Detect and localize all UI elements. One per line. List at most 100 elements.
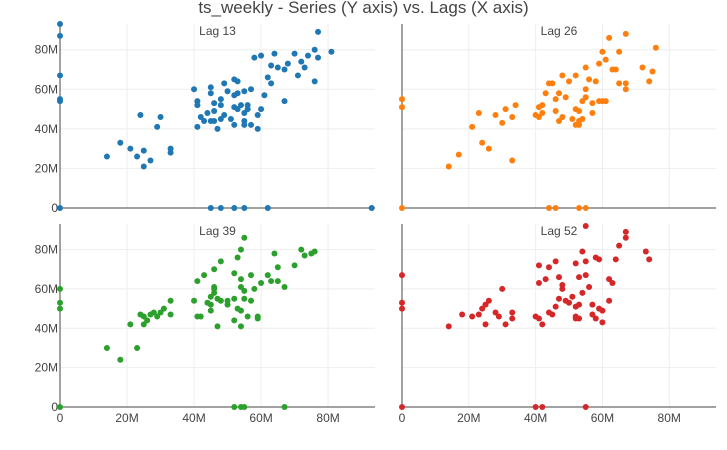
data-point xyxy=(244,106,251,113)
panel-label: Lag 26 xyxy=(541,24,578,38)
data-point xyxy=(315,28,322,35)
data-point xyxy=(539,102,546,109)
data-point xyxy=(616,80,623,87)
data-point xyxy=(639,64,646,71)
x-tick-label: 80M xyxy=(658,411,681,425)
data-point xyxy=(140,163,147,170)
data-point xyxy=(475,311,482,318)
data-point xyxy=(211,100,218,107)
data-point xyxy=(117,356,124,363)
series-points xyxy=(399,30,659,211)
data-point xyxy=(304,52,311,59)
data-point xyxy=(258,52,265,59)
data-point xyxy=(207,307,214,314)
data-point xyxy=(612,66,619,73)
x-tick-label: 40M xyxy=(182,411,205,425)
data-point xyxy=(311,46,318,53)
data-point xyxy=(298,246,305,253)
data-point xyxy=(368,205,375,211)
data-point xyxy=(569,293,576,300)
data-point xyxy=(586,76,593,83)
data-point xyxy=(579,98,586,105)
data-point xyxy=(616,48,623,55)
data-point xyxy=(535,262,542,269)
data-point xyxy=(217,297,224,304)
data-point xyxy=(241,121,248,128)
data-point xyxy=(469,123,476,130)
data-point xyxy=(602,98,609,105)
data-point xyxy=(616,242,623,249)
data-point xyxy=(251,54,258,61)
data-point xyxy=(512,102,519,109)
data-point xyxy=(576,108,583,115)
data-point xyxy=(127,321,134,328)
data-point xyxy=(589,301,596,308)
data-point xyxy=(592,315,599,322)
data-point xyxy=(204,110,211,117)
data-point xyxy=(596,256,603,263)
data-point xyxy=(264,205,271,211)
data-point xyxy=(646,256,653,263)
data-point xyxy=(579,115,586,122)
data-point xyxy=(479,139,486,146)
data-point xyxy=(157,113,164,120)
data-point xyxy=(502,321,509,328)
panel-3: 0 20M 40M 60M 80M 0 20M 40M 60M 80M Lag 39 xyxy=(35,224,375,425)
data-point xyxy=(231,404,238,410)
data-point xyxy=(241,110,248,117)
data-point xyxy=(612,256,619,263)
data-point xyxy=(57,404,63,410)
data-point xyxy=(294,72,301,79)
chart-title: ts_weekly - Series (Y axis) vs. Lags (X … xyxy=(198,0,528,17)
data-point xyxy=(241,205,248,211)
data-point xyxy=(556,90,562,97)
data-point xyxy=(599,307,606,314)
data-point xyxy=(140,313,147,320)
data-point xyxy=(566,78,573,85)
data-point xyxy=(482,321,489,328)
data-point xyxy=(576,205,583,211)
data-point xyxy=(535,315,542,322)
data-point xyxy=(509,315,516,322)
data-point xyxy=(569,115,576,122)
data-point xyxy=(539,321,546,328)
data-point xyxy=(579,289,586,296)
data-point xyxy=(622,86,629,93)
data-point xyxy=(214,125,221,132)
data-point xyxy=(214,323,221,330)
data-point xyxy=(241,404,248,410)
panel-4: 0 20M 40M 60M 80M Lag 52 xyxy=(399,222,716,425)
data-point xyxy=(495,313,502,320)
data-point xyxy=(485,297,492,304)
data-point xyxy=(622,30,629,37)
data-point xyxy=(211,117,218,124)
data-point xyxy=(606,297,613,304)
data-point xyxy=(217,102,224,109)
data-point xyxy=(144,317,151,324)
data-point xyxy=(552,258,559,265)
y-tick-label: 20M xyxy=(35,161,58,175)
data-point xyxy=(301,64,308,71)
data-point xyxy=(217,96,224,103)
data-point xyxy=(281,66,288,73)
data-point xyxy=(241,287,248,294)
data-point xyxy=(281,283,288,290)
data-point xyxy=(57,72,63,79)
data-point xyxy=(154,313,161,320)
data-point xyxy=(542,276,549,283)
data-point xyxy=(254,313,261,320)
x-tick-label: 80M xyxy=(316,411,339,425)
data-point xyxy=(103,153,110,160)
data-point xyxy=(268,278,275,285)
data-point xyxy=(241,88,248,95)
data-point xyxy=(291,50,298,57)
data-point xyxy=(582,222,589,229)
data-point xyxy=(217,115,224,122)
data-point xyxy=(147,157,154,164)
data-point xyxy=(445,163,452,170)
data-point xyxy=(140,321,147,328)
data-point xyxy=(57,205,63,211)
data-point xyxy=(150,309,157,316)
data-point xyxy=(328,48,335,55)
data-point xyxy=(535,113,542,120)
